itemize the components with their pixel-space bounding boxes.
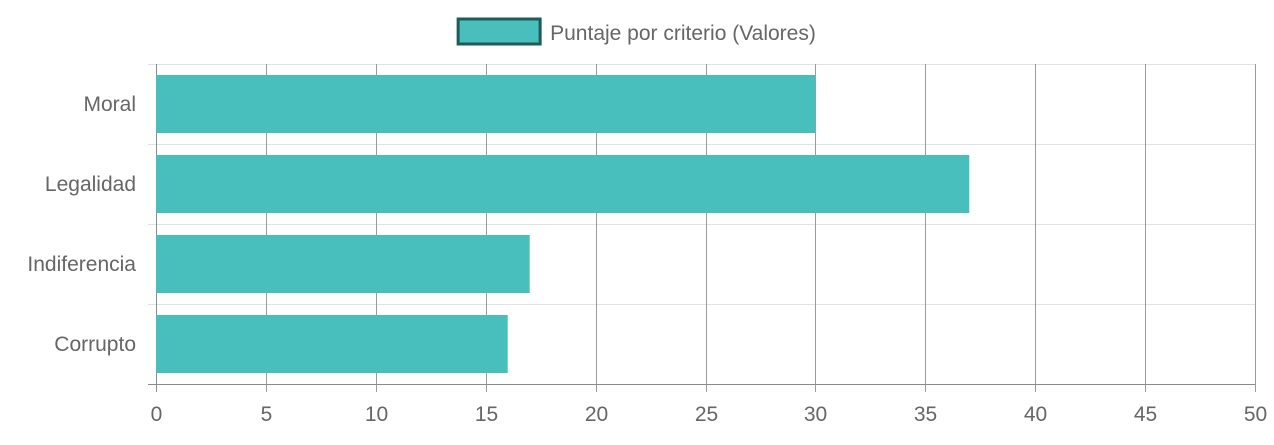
x-tick-label: 50: [1244, 403, 1267, 426]
bar-indiferencia[interactable]: [156, 235, 530, 293]
legend-swatch[interactable]: [456, 17, 542, 46]
legend[interactable]: Puntaje por criterio (Valores): [456, 17, 816, 46]
y-category-label: Corrupto: [54, 333, 136, 356]
x-tick-label: 20: [585, 403, 608, 426]
bar-moral[interactable]: [156, 75, 816, 133]
bar-legalidad[interactable]: [156, 155, 970, 213]
bars: [156, 75, 970, 373]
y-category-label: Indiferencia: [27, 253, 136, 276]
x-tick-label: 35: [914, 403, 937, 426]
y-category-label: Moral: [83, 93, 136, 116]
x-tick-label: 40: [1024, 403, 1047, 426]
x-tick-label: 10: [365, 403, 388, 426]
x-tick-label: 45: [1134, 403, 1157, 426]
axes: 0 5 10 15 20 25 30 35 40 45 50 Moral Legalidad Indife…: [27, 93, 1267, 426]
y-category-label: Legalidad: [45, 173, 136, 196]
bar-corrupto[interactable]: [156, 315, 508, 373]
x-tick-label: 25: [695, 403, 718, 426]
x-tick-label: 30: [804, 403, 827, 426]
x-tick-label: 5: [261, 403, 273, 426]
x-tick-label: 15: [475, 403, 498, 426]
legend-label: Puntaje por criterio (Valores): [550, 22, 816, 45]
x-tick-label: 0: [151, 403, 163, 426]
